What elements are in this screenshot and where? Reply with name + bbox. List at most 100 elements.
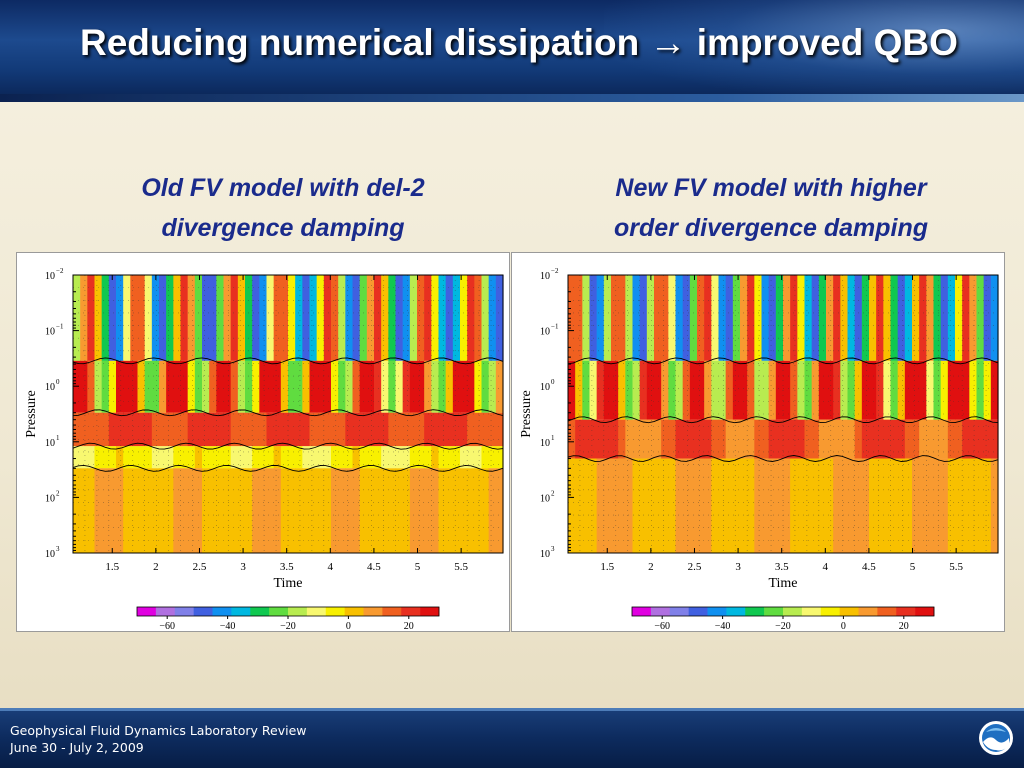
heatmap-cell xyxy=(352,360,361,413)
heatmap-cell xyxy=(826,419,834,459)
x-tick-label: 5.5 xyxy=(949,561,963,573)
heatmap-cell xyxy=(273,360,282,413)
heatmap-cell xyxy=(431,275,440,361)
colorbar-tick-label: −40 xyxy=(220,621,236,631)
heatmap-cell xyxy=(661,275,669,361)
heatmap-cell xyxy=(395,275,404,361)
heatmap-cell xyxy=(101,412,110,447)
heatmap-cell xyxy=(854,275,863,361)
heatmap-cell xyxy=(266,446,275,469)
heatmap-cell xyxy=(388,446,397,469)
heatmap-cell xyxy=(302,468,311,553)
heatmap-cell xyxy=(976,275,985,361)
y-tick-exponent: −1 xyxy=(56,323,64,331)
heatmap-cell xyxy=(223,446,232,469)
heatmap-cell xyxy=(790,419,798,459)
heatmap-cell xyxy=(904,275,913,361)
heatmap-cell xyxy=(180,360,189,413)
heatmap-cell xyxy=(130,468,139,553)
heatmap-cell xyxy=(166,360,174,413)
heatmap-cell xyxy=(280,446,289,469)
heatmap-cell xyxy=(761,360,770,420)
heatmap-cell xyxy=(639,458,648,553)
heatmap-cell xyxy=(359,275,368,361)
heatmap-cell xyxy=(202,360,210,413)
heatmap-cell xyxy=(316,468,325,553)
colorbar-swatch xyxy=(858,607,878,616)
heatmap-cell xyxy=(280,412,289,447)
heatmap-cell xyxy=(646,419,655,459)
colorbar-swatch xyxy=(669,607,689,616)
heatmap-cell xyxy=(230,275,239,361)
heatmap-cell xyxy=(309,446,318,469)
heatmap-cell xyxy=(180,446,189,469)
chart-panel-left: 1.5 2 2.5 3 3.5 4 4.5 5 5.5 Time 10 −2 10 −1 10 0 10 1 10 2… xyxy=(16,252,510,632)
heatmap-cell xyxy=(359,468,368,553)
colorbar-swatch xyxy=(745,607,765,616)
heatmap-cell xyxy=(180,275,189,361)
y-tick-exponent: 1 xyxy=(56,434,60,442)
heatmap-cell xyxy=(689,458,698,553)
heatmap-cell xyxy=(847,419,856,459)
heatmap-cell xyxy=(151,412,160,447)
heatmap-cell xyxy=(87,446,96,469)
heatmap-cell xyxy=(481,360,490,413)
heatmap-cell xyxy=(481,275,490,361)
heatmap-cell xyxy=(452,275,461,361)
colorbar-tick-label: −20 xyxy=(775,621,791,631)
heatmap-cell xyxy=(259,412,268,447)
heatmap-cell xyxy=(833,275,841,361)
contour-line xyxy=(567,416,999,424)
heatmap-cell xyxy=(768,458,777,553)
heatmap-cell xyxy=(166,412,174,447)
heatmap-cell xyxy=(618,419,626,459)
colorbar-swatch xyxy=(137,607,157,616)
heatmap-cell xyxy=(130,412,139,447)
heatmap-cell xyxy=(130,360,139,413)
heatmap-cell xyxy=(990,275,999,361)
heatmap-cell xyxy=(611,458,619,553)
heatmap-cell xyxy=(904,360,913,420)
heatmap-cell xyxy=(488,446,497,469)
heatmap-cell xyxy=(409,275,418,361)
heatmap-cell xyxy=(252,446,260,469)
heatmap-cell xyxy=(338,360,346,413)
x-tick-label: 4 xyxy=(823,561,829,573)
heatmap-cell xyxy=(912,275,920,361)
panel-subtitle-left-line1: Old FV model with del-2 xyxy=(141,174,425,202)
heatmap-cell xyxy=(173,412,182,447)
heatmap-cell xyxy=(718,275,727,361)
heatmap-cell xyxy=(309,468,318,553)
y-tick-label: 10 xyxy=(45,271,55,282)
heatmap-cell xyxy=(912,360,920,420)
heatmap-cell xyxy=(345,360,354,413)
heatmap-cell xyxy=(259,360,268,413)
heatmap-cell xyxy=(116,446,124,469)
heatmap-cell xyxy=(596,419,605,459)
heatmap-cell xyxy=(797,458,806,553)
heatmap-cell xyxy=(618,458,626,553)
heatmap-cell xyxy=(933,275,942,361)
panel-subtitle-right: New FV model with higher order divergenc… xyxy=(546,168,996,248)
heatmap-cell xyxy=(661,360,669,420)
heatmap-cell xyxy=(775,360,784,420)
heatmap-cell xyxy=(761,458,770,553)
heatmap-cell xyxy=(80,360,88,413)
heatmap-cell xyxy=(316,275,325,361)
heatmap-cell xyxy=(309,360,318,413)
heatmap-cell xyxy=(775,275,784,361)
heatmap-cell xyxy=(438,275,447,361)
x-tick-label: 1.5 xyxy=(105,561,119,573)
heatmap-cell xyxy=(654,360,662,420)
heatmap-cell xyxy=(452,468,461,553)
heatmap-cell xyxy=(689,360,698,420)
heatmap-cell xyxy=(280,468,289,553)
heatmap-cell xyxy=(976,360,985,420)
heatmap-cell xyxy=(790,458,798,553)
heatmap-cell xyxy=(302,360,311,413)
heatmap-cell xyxy=(854,360,863,420)
x-tick-label: 5 xyxy=(910,561,916,573)
heatmap-cell xyxy=(611,419,619,459)
panel-subtitle-left-line2: divergence damping xyxy=(161,214,405,242)
heatmap-cell xyxy=(245,412,253,447)
